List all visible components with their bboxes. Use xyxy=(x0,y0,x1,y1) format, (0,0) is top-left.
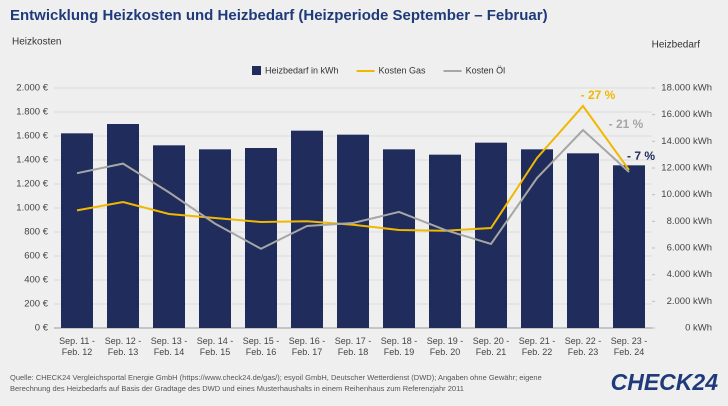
line xyxy=(76,128,630,250)
y2-tick-label: 18.000 kWh xyxy=(661,83,712,94)
x-tick-label: Sep. 21 - Feb. 22 xyxy=(518,336,556,357)
x-tick-label: Sep. 23 - Feb. 24 xyxy=(610,336,648,357)
y-tick-label: 1.800 € xyxy=(16,107,48,118)
bar xyxy=(337,134,369,328)
bar xyxy=(153,145,185,328)
x-tick-label: Sep. 14 - Feb. 15 xyxy=(196,336,234,357)
chart-title: Entwicklung Heizkosten und Heizbedarf (H… xyxy=(10,7,548,24)
y2-tick-label: 10.000 kWh xyxy=(661,189,712,200)
y-tick-label: 200 € xyxy=(24,299,48,310)
x-tick-label: Sep. 12 - Feb. 13 xyxy=(104,336,142,357)
x-tick-label: Sep. 18 - Feb. 19 xyxy=(380,336,418,357)
y2-tick-label: 4.000 kWh xyxy=(667,269,712,280)
y-tick-label: 400 € xyxy=(24,275,48,286)
x-tick-label: Sep. 16 - Feb. 17 xyxy=(288,336,326,357)
bar xyxy=(383,149,415,328)
logo: CHECK24 xyxy=(611,369,719,395)
bar xyxy=(107,124,139,328)
y-tick-label: 1.600 € xyxy=(16,131,48,142)
bar xyxy=(245,148,277,328)
line xyxy=(76,104,630,232)
x-tick-label: Sep. 13 - Feb. 14 xyxy=(150,336,188,357)
legend-label: Heizbedarf in kWh xyxy=(265,65,339,75)
bar xyxy=(429,154,461,328)
x-tick-label: Sep. 15 - Feb. 16 xyxy=(242,336,280,357)
x-tick-label: Sep. 19 - Feb. 20 xyxy=(426,336,464,357)
y-tick-label: 600 € xyxy=(24,251,48,262)
legend-label: Kosten Öl xyxy=(466,65,506,75)
y-tick-label: 1.400 € xyxy=(16,155,48,166)
y-tick-label: 2.000 € xyxy=(16,83,48,94)
y-tick-label: 0 € xyxy=(35,323,49,334)
bar xyxy=(567,153,599,328)
x-tick-label: Sep. 20 - Feb. 21 xyxy=(472,336,510,357)
y-axis-label: Heizkosten xyxy=(12,37,61,48)
y2-axis-label: Heizbedarf xyxy=(652,40,701,51)
bar xyxy=(61,133,93,328)
x-tick-label: Sep. 22 - Feb. 23 xyxy=(564,336,602,357)
y-tick-label: 1.000 € xyxy=(16,203,48,214)
y2-tick-label: 8.000 kWh xyxy=(667,216,712,227)
bar xyxy=(291,130,323,328)
annotation: - 27 % xyxy=(581,88,616,102)
y-tick-label: 1.200 € xyxy=(16,179,48,190)
annotation: - 7 % xyxy=(627,149,655,163)
y-tick-label: 800 € xyxy=(24,227,48,238)
y2-tick-label: 6.000 kWh xyxy=(667,243,712,254)
bar xyxy=(613,165,645,328)
y2-tick-label: 0 kWh xyxy=(685,323,712,334)
y2-tick-label: 16.000 kWh xyxy=(661,109,712,120)
legend-swatch xyxy=(252,66,261,75)
bar xyxy=(475,142,507,328)
y2-tick-label: 12.000 kWh xyxy=(661,163,712,174)
annotation: - 21 % xyxy=(609,117,644,131)
source: Berechnung des Heizbedarfs auf Basis der… xyxy=(10,384,464,393)
x-tick-label: Sep. 11 - Feb. 12 xyxy=(59,336,95,357)
x-tick-label: Sep. 17 - Feb. 18 xyxy=(334,336,372,357)
y2-tick-label: 14.000 kWh xyxy=(661,136,712,147)
legend-label: Kosten Gas xyxy=(379,65,427,75)
source: Quelle: CHECK24 Vergleichsportal Energie… xyxy=(10,373,542,382)
bar xyxy=(199,149,231,328)
y2-tick-label: 2.000 kWh xyxy=(667,296,712,307)
